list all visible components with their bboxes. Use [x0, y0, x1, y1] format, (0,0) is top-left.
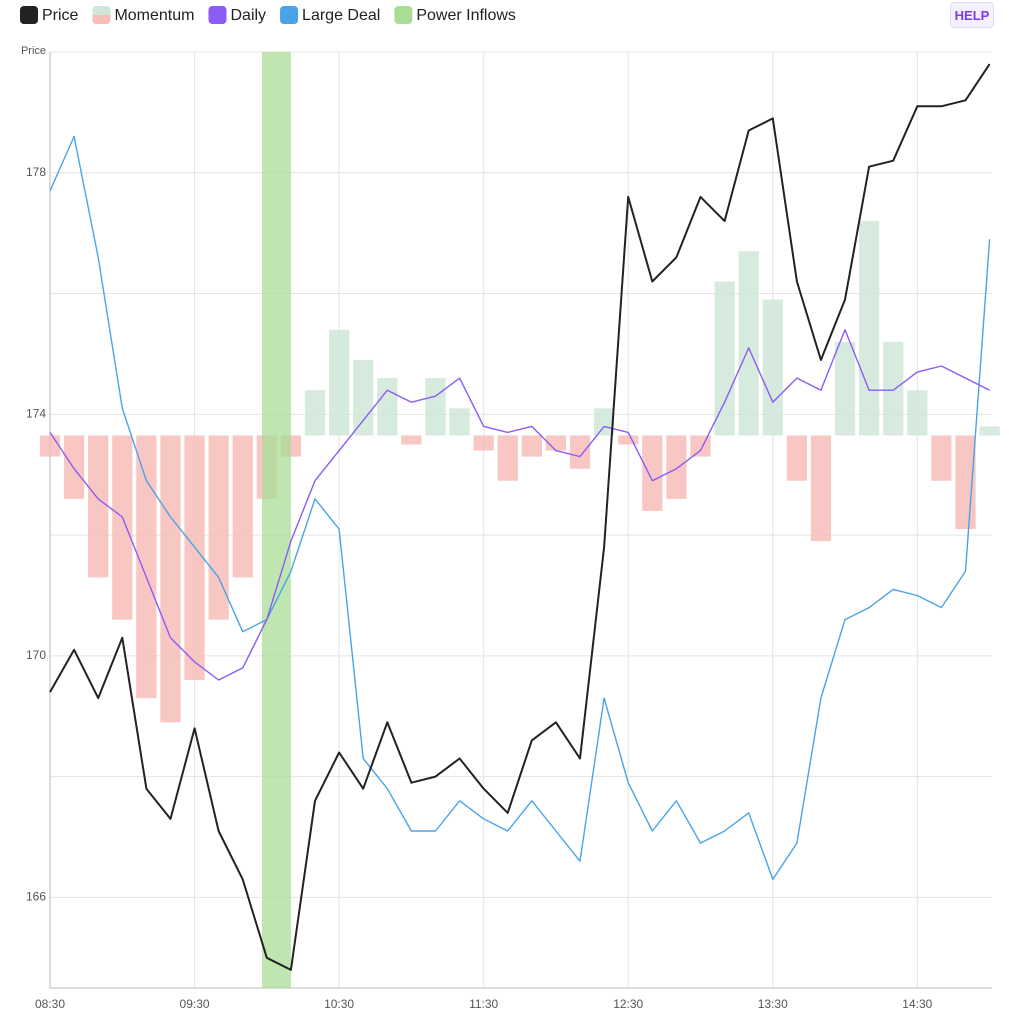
momentum-bar — [714, 281, 735, 436]
momentum-bar — [160, 435, 181, 723]
legend-swatch — [20, 6, 38, 24]
momentum-bar — [328, 329, 350, 436]
y-tick-label: 166 — [26, 890, 46, 904]
legend-label: Daily — [230, 7, 266, 24]
legend-swatch — [394, 6, 413, 24]
help-button[interactable]: HELP — [950, 2, 994, 28]
momentum-bar — [545, 435, 567, 451]
momentum-bar — [569, 435, 591, 469]
legend-label: Momentum — [114, 7, 194, 24]
momentum-bar — [304, 390, 326, 436]
momentum-bar — [690, 435, 711, 457]
x-tick-label: 09:30 — [180, 997, 210, 1011]
x-tick-label: 13:30 — [758, 997, 788, 1011]
momentum-bar — [208, 435, 229, 620]
momentum-bar — [401, 435, 422, 445]
momentum-bar — [810, 435, 832, 542]
momentum-bar — [593, 408, 615, 436]
legend: Price Momentum Daily Large Deal Power Inflow… — [20, 6, 516, 24]
y-tick-label: 178 — [26, 165, 46, 179]
legend-label: Large Deal — [302, 7, 380, 24]
momentum-bar — [39, 435, 61, 457]
momentum-bar — [184, 435, 205, 681]
legend-swatch — [92, 15, 111, 24]
momentum-bar — [834, 341, 856, 436]
momentum-bar — [859, 221, 880, 436]
momentum-bar — [907, 390, 928, 436]
x-tick-label: 12:30 — [613, 997, 643, 1011]
momentum-bar — [473, 435, 494, 451]
momentum-bar — [232, 435, 253, 578]
momentum-bar — [497, 435, 518, 481]
momentum-bar — [786, 435, 807, 481]
x-tick-label: 10:30 — [324, 997, 354, 1011]
momentum-bar — [425, 378, 446, 436]
legend-label: Power Inflows — [416, 7, 516, 24]
axis-label: Price — [21, 45, 46, 57]
momentum-bar — [353, 359, 374, 436]
momentum-bar — [112, 435, 133, 620]
y-tick-label: 170 — [26, 648, 46, 662]
series-line — [49, 135, 991, 880]
power-inflow-band — [262, 52, 291, 988]
legend-label: Price — [42, 7, 79, 24]
momentum-bar — [88, 435, 109, 578]
momentum-bar — [377, 378, 398, 436]
momentum-bar — [762, 299, 783, 436]
legend-swatch — [208, 6, 227, 24]
momentum-bar — [618, 435, 639, 445]
series-line — [49, 63, 991, 971]
momentum-bar — [449, 408, 470, 436]
x-tick-label: 08:30 — [35, 997, 65, 1011]
momentum-bar — [666, 435, 687, 499]
momentum-bar — [931, 435, 952, 481]
y-tick-label: 174 — [26, 406, 46, 420]
x-tick-label: 14:30 — [902, 997, 932, 1011]
momentum-bar — [136, 435, 157, 699]
momentum-bar — [63, 435, 85, 499]
x-tick-label: 11:30 — [469, 997, 498, 1011]
momentum-bar — [642, 435, 663, 511]
momentum-bar — [521, 435, 542, 457]
momentum-bar — [883, 341, 904, 436]
legend-swatch — [280, 6, 299, 24]
momentum-bar — [738, 251, 759, 436]
momentum-bar — [979, 426, 1000, 436]
series-line — [49, 329, 990, 681]
